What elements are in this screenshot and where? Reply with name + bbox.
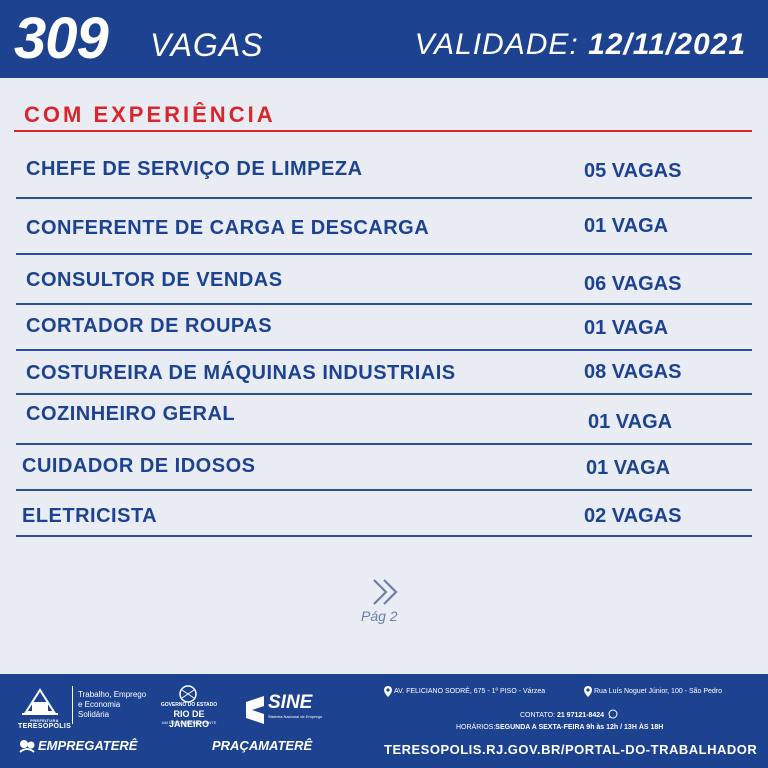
- footer-divider: [72, 686, 73, 724]
- job-count: 01 VAGA: [584, 215, 669, 237]
- job-row: CONFERENTE DE CARGA E DESCARGA 01 VAGA: [16, 199, 752, 255]
- footer: PREFEITURA TERESÓPOLIS Trabalho, Emprego…: [0, 674, 768, 768]
- horarios: HORÁRIOS:SEGUNDA A SEXTA-FEIRA 9h às 12h…: [456, 724, 663, 731]
- section-divider: [14, 130, 752, 132]
- row-divider: [16, 349, 752, 351]
- page-label: Pág 2: [361, 608, 398, 624]
- location-pin-icon: [584, 686, 592, 697]
- header-banner: 309 VAGAS VALIDADE: 12/11/2021: [0, 0, 768, 78]
- sine-name: SINE: [268, 692, 313, 713]
- job-title: CUIDADOR DE IDOSOS: [22, 455, 256, 477]
- empregatere-logo: EMPREGATERÊ: [38, 738, 138, 753]
- job-count: 05 VAGAS: [584, 160, 682, 182]
- prefeitura-name: PREFEITURA TERESÓPOLIS: [18, 718, 72, 730]
- address-2: Rua Luís Noguet Júnior, 100 - São Pedro: [594, 688, 723, 695]
- row-divider: [16, 197, 752, 199]
- job-count: 08 VAGAS: [584, 361, 682, 383]
- job-count: 01 VAGA: [584, 317, 669, 339]
- job-count: 01 VAGA: [586, 457, 671, 479]
- job-row: CORTADOR DE ROUPAS 01 VAGA: [16, 305, 752, 351]
- section-title: COM EXPERIÊNCIA: [24, 102, 276, 127]
- address-1: AV. FELICIANO SODRÉ, 675 - 1º PISO - Vár…: [394, 688, 546, 695]
- handshake-icon: [19, 740, 35, 753]
- pracamatere-logo: PRAÇAMATERÊ: [212, 738, 313, 753]
- sine-logo-icon: [246, 696, 264, 724]
- job-title: CORTADOR DE ROUPAS: [26, 315, 273, 337]
- job-title: CONFERENTE DE CARGA E DESCARGA: [26, 217, 430, 239]
- job-row: CUIDADOR DE IDOSOS 01 VAGA: [16, 445, 752, 491]
- row-divider: [16, 535, 752, 537]
- row-divider: [16, 303, 752, 305]
- whatsapp-icon: [608, 709, 618, 719]
- vagas-count: 309: [14, 6, 109, 71]
- row-divider: [16, 253, 752, 255]
- job-list: CHEFE DE SERVIÇO DE LIMPEZA 05 VAGAS CON…: [16, 146, 752, 537]
- validade-label: VALIDADE:: [414, 28, 579, 61]
- portal-url[interactable]: TERESOPOLIS.RJ.GOV.BR/PORTAL-DO-TRABALHA…: [384, 742, 758, 757]
- rj-name: RIO DE JANEIRO: [168, 709, 209, 729]
- job-title: ELETRICISTA: [22, 505, 158, 527]
- job-row: CHEFE DE SERVIÇO DE LIMPEZA 05 VAGAS: [16, 146, 752, 199]
- job-row: CONSULTOR DE VENDAS 06 VAGAS: [16, 255, 752, 305]
- double-chevron-right-icon[interactable]: [370, 578, 404, 606]
- teresopolis-crest-icon: [22, 688, 58, 715]
- contato-phone: 21 97121-8424: [556, 712, 605, 719]
- location-pin-icon: [384, 686, 392, 697]
- rj-coat-of-arms-icon: [179, 685, 197, 703]
- job-row: COSTUREIRA DE MÁQUINAS INDUSTRIAIS 08 VA…: [16, 351, 752, 395]
- rj-slogan: UM NOVO TEMPO A FRENTE: [161, 720, 217, 725]
- rj-gov-label: GOVERNO DO ESTADO: [160, 702, 218, 708]
- job-title: COZINHEIRO GERAL: [26, 403, 236, 425]
- secretaria-name: Trabalho, Emprego e Economia Solidária: [78, 690, 147, 719]
- contato-label: CONTATO:: [520, 712, 555, 719]
- job-count: 06 VAGAS: [584, 273, 682, 295]
- job-row: COZINHEIRO GERAL 01 VAGA: [16, 395, 752, 445]
- row-divider: [16, 393, 752, 395]
- job-count: 01 VAGA: [588, 411, 673, 433]
- row-divider: [16, 443, 752, 445]
- job-title: CHEFE DE SERVIÇO DE LIMPEZA: [26, 158, 363, 180]
- vagas-label: VAGAS: [150, 27, 264, 63]
- validade-date: 12/11/2021: [588, 28, 746, 61]
- sine-subtitle: Sistema Nacional de Emprego: [268, 714, 323, 719]
- job-title: COSTUREIRA DE MÁQUINAS INDUSTRIAIS: [26, 362, 456, 384]
- job-title: CONSULTOR DE VENDAS: [26, 269, 283, 291]
- contato: CONTATO: 21 97121-8424: [520, 712, 604, 719]
- validade: VALIDADE: 12/11/2021: [415, 25, 746, 65]
- row-divider: [16, 489, 752, 491]
- horarios-value: SEGUNDA A SEXTA-FEIRA 9h às 12h / 13H ÀS…: [495, 724, 664, 731]
- job-row: ELETRICISTA 02 VAGAS: [16, 491, 752, 537]
- horarios-label: HORÁRIOS:: [456, 724, 496, 731]
- job-count: 02 VAGAS: [584, 505, 682, 527]
